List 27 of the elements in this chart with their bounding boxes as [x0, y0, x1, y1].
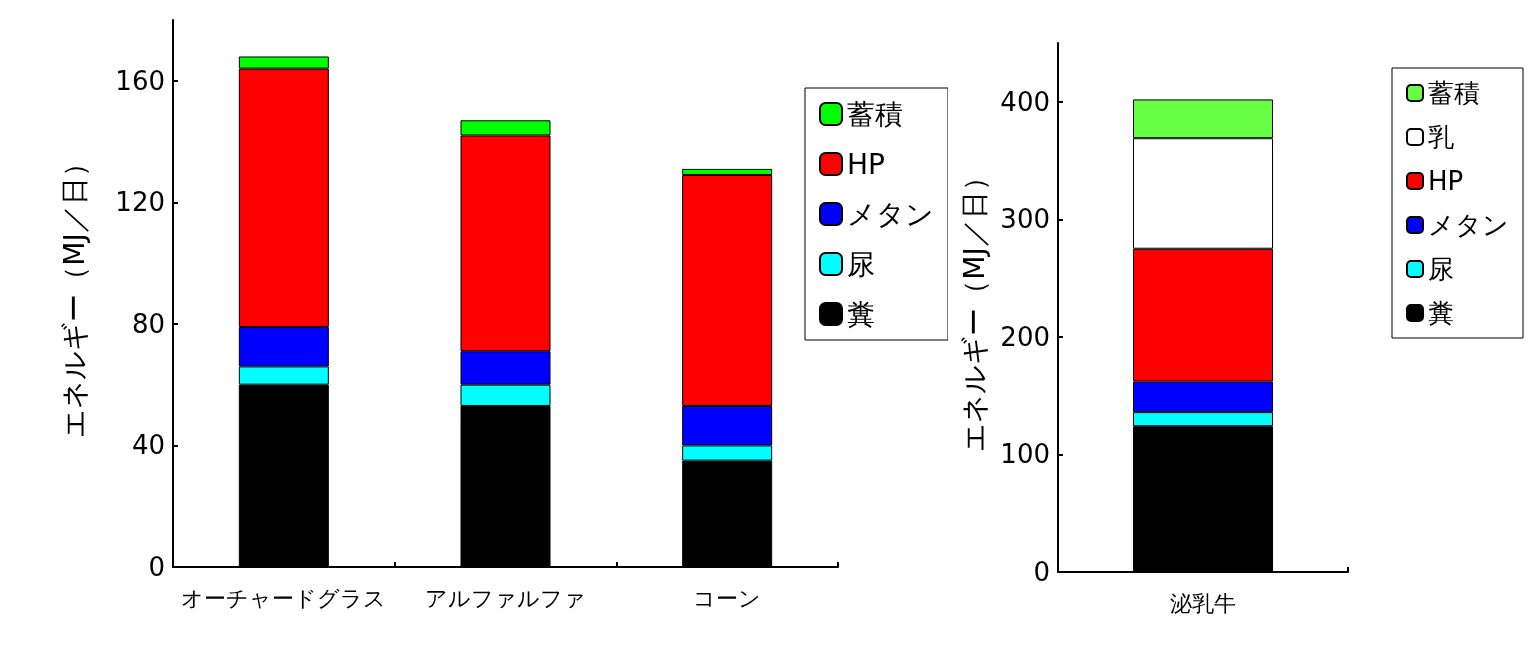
y-tick-label: 0 [148, 552, 165, 582]
legend-label: 蓄積 [1428, 78, 1480, 108]
legend-label: 尿 [1428, 254, 1454, 284]
legend-label: 尿 [847, 247, 875, 281]
legend-label: HP [1428, 166, 1464, 196]
y-axis-title: エネルギー（MJ／日） [57, 149, 91, 438]
y-tick-label: 200 [1000, 321, 1050, 352]
y-tick-label: 40 [131, 430, 165, 461]
y-tick-label: 300 [1000, 204, 1050, 235]
y-tick-label: 160 [115, 65, 165, 96]
x-tick-label: コーン [693, 585, 762, 611]
x-tick-label: オーチャードグラス [181, 585, 387, 611]
legend-label: 糞 [1428, 298, 1454, 328]
legend-label: 蓄積 [847, 97, 903, 131]
legend-label: 糞 [847, 297, 875, 331]
legend-label: メタン [1428, 210, 1509, 240]
y-tick-label: 120 [115, 187, 165, 218]
y-tick-label: 80 [131, 308, 165, 339]
x-tick-label: アルファルファ [425, 585, 586, 611]
y-tick-label: 400 [1000, 86, 1050, 117]
legend-label: メタン [847, 197, 934, 231]
y-tick-label: 0 [1033, 557, 1050, 587]
legend-label: 乳 [1428, 122, 1454, 152]
y-tick-label: 100 [1000, 439, 1050, 470]
x-tick-label: 泌乳牛 [1170, 590, 1236, 616]
legend-label: HP [847, 147, 885, 181]
y-axis-title: エネルギー（MJ／日） [957, 163, 991, 452]
